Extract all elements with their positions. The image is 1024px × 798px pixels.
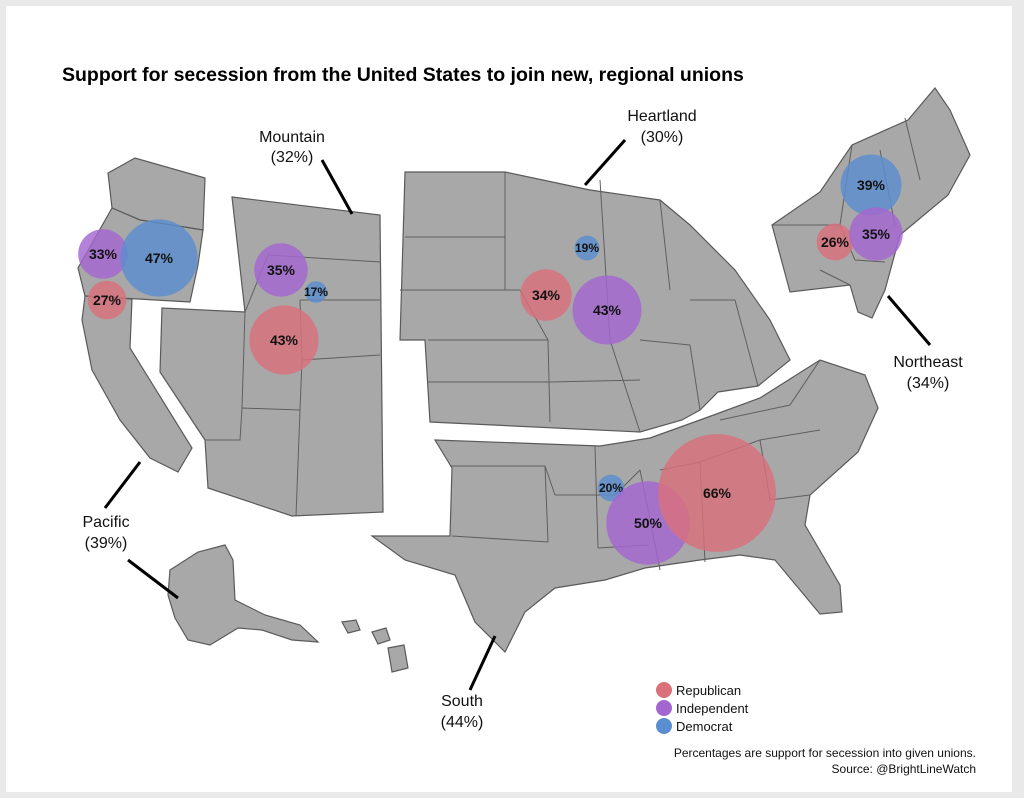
bubble-mountain-republican: 43%	[249, 305, 319, 375]
state-california	[81, 295, 193, 473]
bubble-circle	[78, 229, 128, 279]
bubble-heartland-independent: 43%	[572, 275, 642, 345]
region-name: Heartland	[627, 108, 696, 125]
bubble-mountain-independent: 35%	[254, 243, 308, 297]
region-value: (34%)	[907, 375, 950, 392]
region-value: (44%)	[441, 714, 484, 731]
bubble-pacific-republican: 27%	[87, 280, 127, 320]
legend-swatch	[656, 682, 672, 698]
bubble-mountain-democrat: 17%	[304, 281, 328, 303]
label-northeast: Northeast (34%)	[886, 295, 963, 392]
bubble-value-label: 34%	[532, 287, 561, 303]
bubble-value-label: 20%	[599, 481, 623, 495]
bubble-circle	[840, 154, 902, 216]
bubble-circle	[254, 243, 308, 297]
legend-item-democrat: Democrat	[656, 718, 733, 734]
bubble-value-label: 33%	[89, 246, 118, 262]
leader-line	[320, 159, 354, 215]
region-value: (32%)	[271, 149, 314, 166]
bubble-value-label: 26%	[821, 234, 850, 250]
bubble-circle	[816, 223, 854, 261]
state-alaska	[167, 544, 320, 646]
legend-swatch	[656, 700, 672, 716]
leader-line	[468, 635, 497, 691]
state-hawaii	[341, 619, 409, 673]
bubble-circle	[849, 207, 903, 261]
bubble-northeast-republican: 26%	[816, 223, 854, 261]
label-pacific: Pacific (39%)	[82, 461, 179, 600]
bubble-circle	[658, 434, 776, 552]
region-value: (30%)	[641, 129, 684, 146]
bubble-northeast-democrat: 39%	[840, 154, 902, 216]
bubble-circle	[249, 305, 319, 375]
region-name: Northeast	[893, 354, 963, 371]
bubble-circle	[305, 281, 327, 303]
source-text: Source: @BrightLineWatch	[832, 762, 976, 776]
bubble-value-label: 43%	[593, 302, 622, 318]
bubble-south-republican: 66%	[658, 434, 776, 552]
leader-line-alaska	[127, 558, 179, 600]
bubble-circle	[120, 219, 198, 297]
bubble-value-label: 27%	[93, 292, 122, 308]
bubble-value-label: 43%	[270, 332, 299, 348]
support-bubbles: 33% 47% 27% 35% 17% 43% 19% 34% 43% 39% 26% 35% 20% 5…	[78, 154, 903, 565]
leader-line	[583, 139, 627, 186]
leader-line	[886, 295, 932, 346]
region-name: Mountain	[259, 129, 325, 146]
label-mountain: Mountain (32%)	[259, 129, 354, 215]
legend-label: Republican	[676, 683, 741, 698]
bubble-heartland-republican: 34%	[520, 269, 572, 321]
region-name: Pacific	[82, 514, 129, 531]
bubble-value-label: 35%	[267, 262, 296, 278]
bubble-value-label: 50%	[634, 515, 663, 531]
bubble-heartland-democrat: 19%	[574, 235, 600, 261]
bubble-northeast-independent: 35%	[849, 207, 903, 261]
bubble-value-label: 17%	[304, 285, 328, 299]
legend-label: Democrat	[676, 719, 733, 734]
bubble-circle	[574, 235, 600, 261]
legend-swatch	[656, 718, 672, 734]
leader-line	[103, 461, 142, 509]
bubble-circle	[520, 269, 572, 321]
legend-item-independent: Independent	[656, 700, 749, 716]
legend-label: Independent	[676, 701, 749, 716]
bubble-value-label: 47%	[145, 250, 174, 266]
label-south: South (44%)	[441, 635, 497, 731]
region-value: (39%)	[85, 535, 128, 552]
bubble-value-label: 39%	[857, 177, 886, 193]
region-name: South	[441, 693, 483, 710]
legend-item-republican: Republican	[656, 682, 741, 698]
bubble-value-label: 66%	[703, 485, 732, 501]
bubble-pacific-democrat: 47%	[120, 219, 198, 297]
footnote-text: Percentages are support for secession in…	[674, 746, 976, 760]
bubble-value-label: 35%	[862, 226, 891, 242]
label-heartland: Heartland (30%)	[583, 108, 697, 186]
bubble-value-label: 19%	[575, 241, 599, 255]
bubble-circle	[87, 280, 127, 320]
legend: Republican Independent Democrat	[656, 682, 749, 734]
map-title: Support for secession from the United St…	[62, 64, 744, 86]
bubble-pacific-independent: 33%	[78, 229, 128, 279]
bubble-circle	[572, 275, 642, 345]
